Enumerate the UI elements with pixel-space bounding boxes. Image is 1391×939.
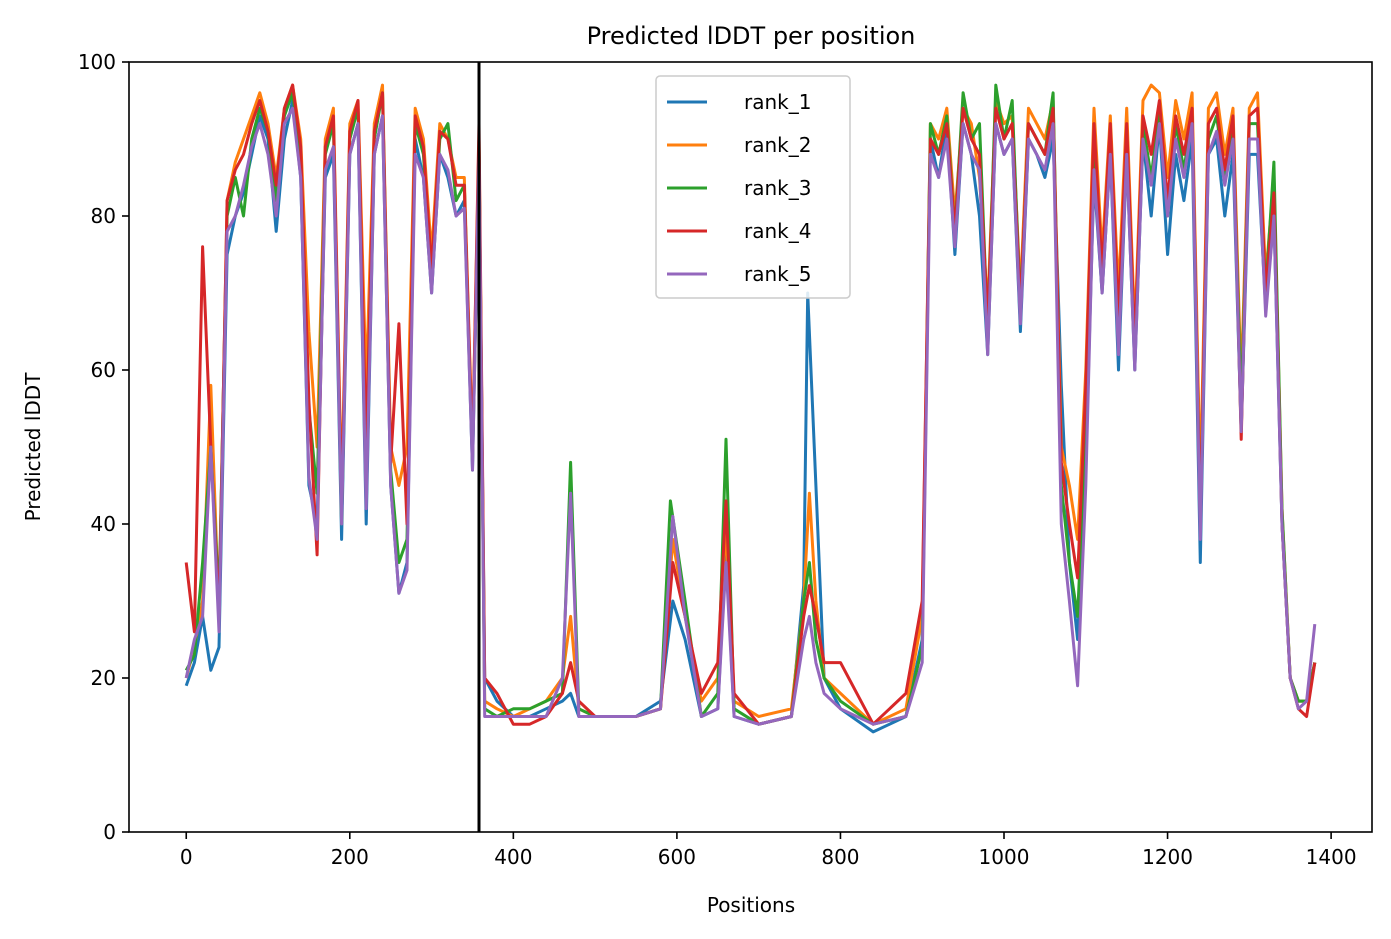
x-tick-label: 400 xyxy=(494,845,532,869)
legend-label-rank_5: rank_5 xyxy=(744,262,811,286)
x-tick-label: 600 xyxy=(658,845,696,869)
axes: 0 200 400 600 800 1000 1200 1400 0 20 40 60 80 100 xyxy=(78,50,1373,869)
y-tick-label: 40 xyxy=(91,512,116,536)
x-axis-label: Positions xyxy=(707,893,795,917)
x-tick-label: 200 xyxy=(331,845,369,869)
y-tick-label: 80 xyxy=(91,204,116,228)
y-tick-label: 0 xyxy=(103,820,116,844)
y-tick-label: 20 xyxy=(91,666,116,690)
x-tick-label: 1400 xyxy=(1306,845,1357,869)
x-tick-label: 800 xyxy=(821,845,859,869)
y-tick-label: 60 xyxy=(91,358,116,382)
legend-box xyxy=(655,75,851,299)
plot-frame xyxy=(128,61,1373,833)
y-tick-label: 100 xyxy=(78,50,116,74)
legend: rank_1 rank_2 rank_3 rank_4 rank_5 xyxy=(655,75,851,299)
plot-area xyxy=(184,62,1317,832)
series-line-rank_5 xyxy=(184,106,1317,726)
legend-label-rank_3: rank_3 xyxy=(744,176,811,200)
x-tick-label: 1000 xyxy=(979,845,1030,869)
y-axis-label: Predicted lDDT xyxy=(21,372,45,522)
legend-label-rank_2: rank_2 xyxy=(744,133,811,157)
legend-label-rank_1: rank_1 xyxy=(744,90,811,114)
x-tick-label: 1200 xyxy=(1142,845,1193,869)
x-tick-label: 0 xyxy=(180,845,193,869)
chart-title: Predicted lDDT per position xyxy=(587,22,916,50)
legend-label-rank_4: rank_4 xyxy=(744,219,811,243)
